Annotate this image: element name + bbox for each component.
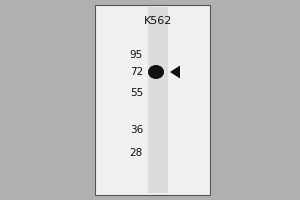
Polygon shape: [170, 66, 180, 78]
Text: 95: 95: [130, 50, 143, 60]
Text: 36: 36: [130, 125, 143, 135]
Ellipse shape: [148, 65, 164, 79]
Text: 28: 28: [130, 148, 143, 158]
Text: 72: 72: [130, 67, 143, 77]
Text: K562: K562: [144, 16, 172, 26]
Bar: [148, 7, 168, 193]
Bar: [95, 5, 210, 195]
Text: 55: 55: [130, 88, 143, 98]
